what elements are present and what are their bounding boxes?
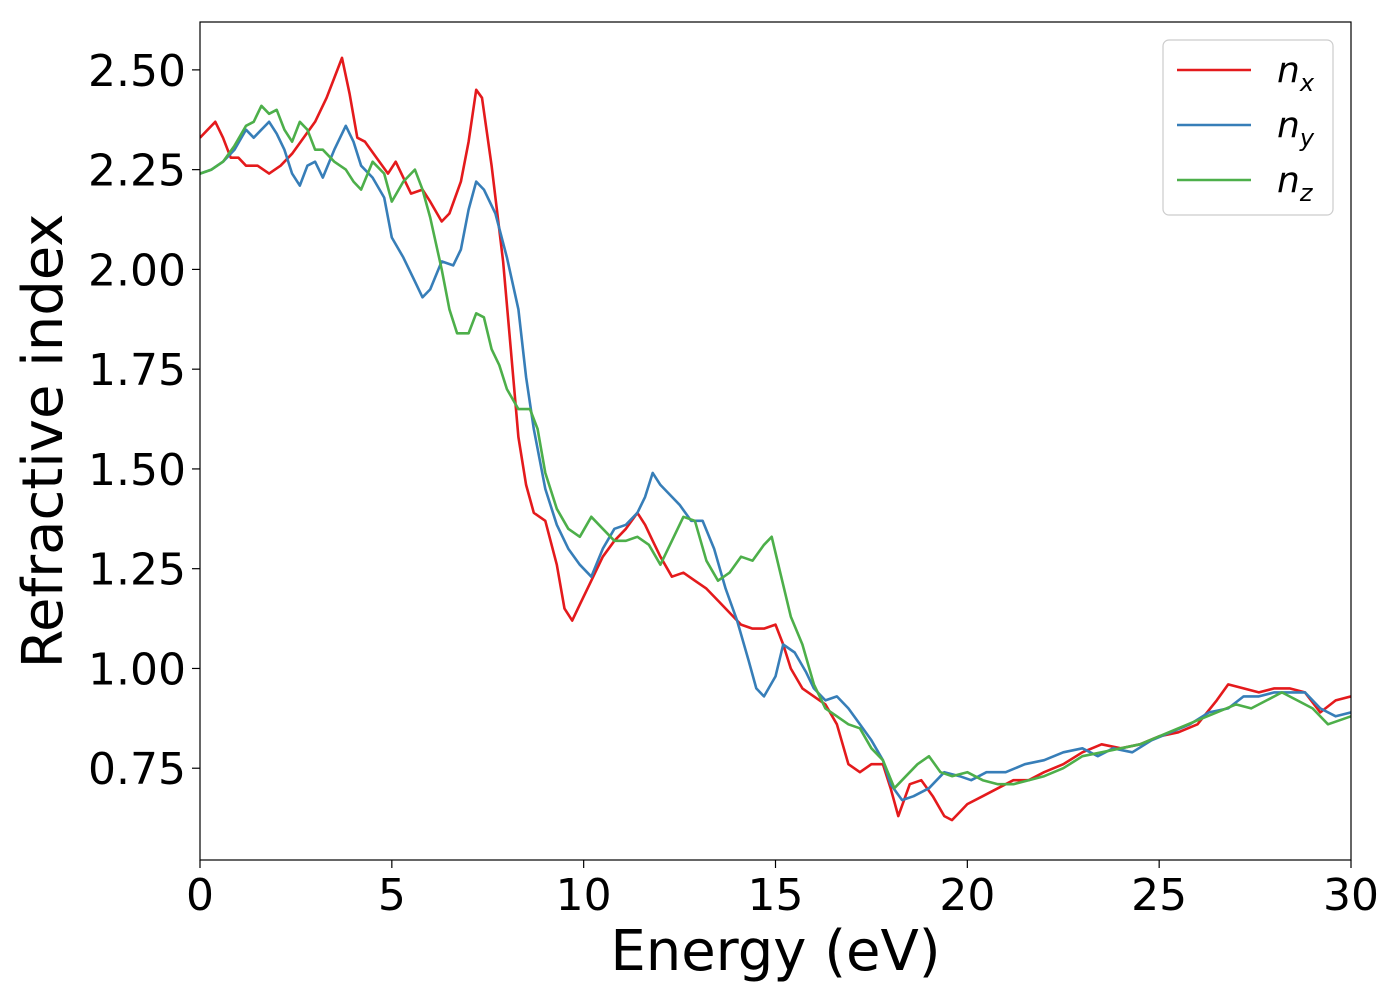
y-tick-label: 2.25 [88, 146, 186, 197]
legend-label-nx: nx [1277, 50, 1315, 97]
x-tick-label: 20 [939, 870, 995, 921]
y-tick-label: 1.50 [88, 445, 186, 496]
series-line-nz [200, 104, 1351, 790]
x-tick-label: 10 [556, 870, 612, 921]
series-line-nx [200, 56, 1351, 822]
legend-label-base: n [1277, 50, 1300, 91]
series-lines [200, 56, 1351, 822]
legend-label-base: n [1277, 160, 1300, 201]
y-axis-title: Refractive index [11, 214, 76, 669]
x-axis-title: Energy (eV) [610, 919, 940, 984]
axis-ticks: 0 5 10 15 20 25 30 0.75 1.00 1.25 1.50 1.75 2.00 2.25… [88, 46, 1379, 921]
y-tick-label: 1.75 [88, 345, 186, 396]
legend-label-ny: ny [1277, 105, 1315, 152]
y-tick-label: 2.50 [88, 46, 186, 97]
series-line-ny [200, 120, 1351, 802]
legend-label-subscript: y [1299, 124, 1315, 152]
x-tick-label: 15 [748, 870, 804, 921]
legend-label-subscript: z [1299, 179, 1314, 207]
x-tick-label: 25 [1131, 870, 1187, 921]
x-tick-label: 0 [186, 870, 214, 921]
legend-label-subscript: x [1299, 69, 1315, 97]
legend-label-base: n [1277, 105, 1300, 146]
y-tick-label: 1.25 [88, 545, 186, 596]
y-tick-label: 0.75 [88, 744, 186, 795]
x-tick-label: 5 [378, 870, 406, 921]
y-tick-label: 2.00 [88, 245, 186, 296]
legend-box [1162, 39, 1334, 216]
legend-label-nz: nz [1277, 160, 1314, 207]
y-tick-label: 1.00 [88, 644, 186, 695]
x-tick-label: 30 [1323, 870, 1379, 921]
